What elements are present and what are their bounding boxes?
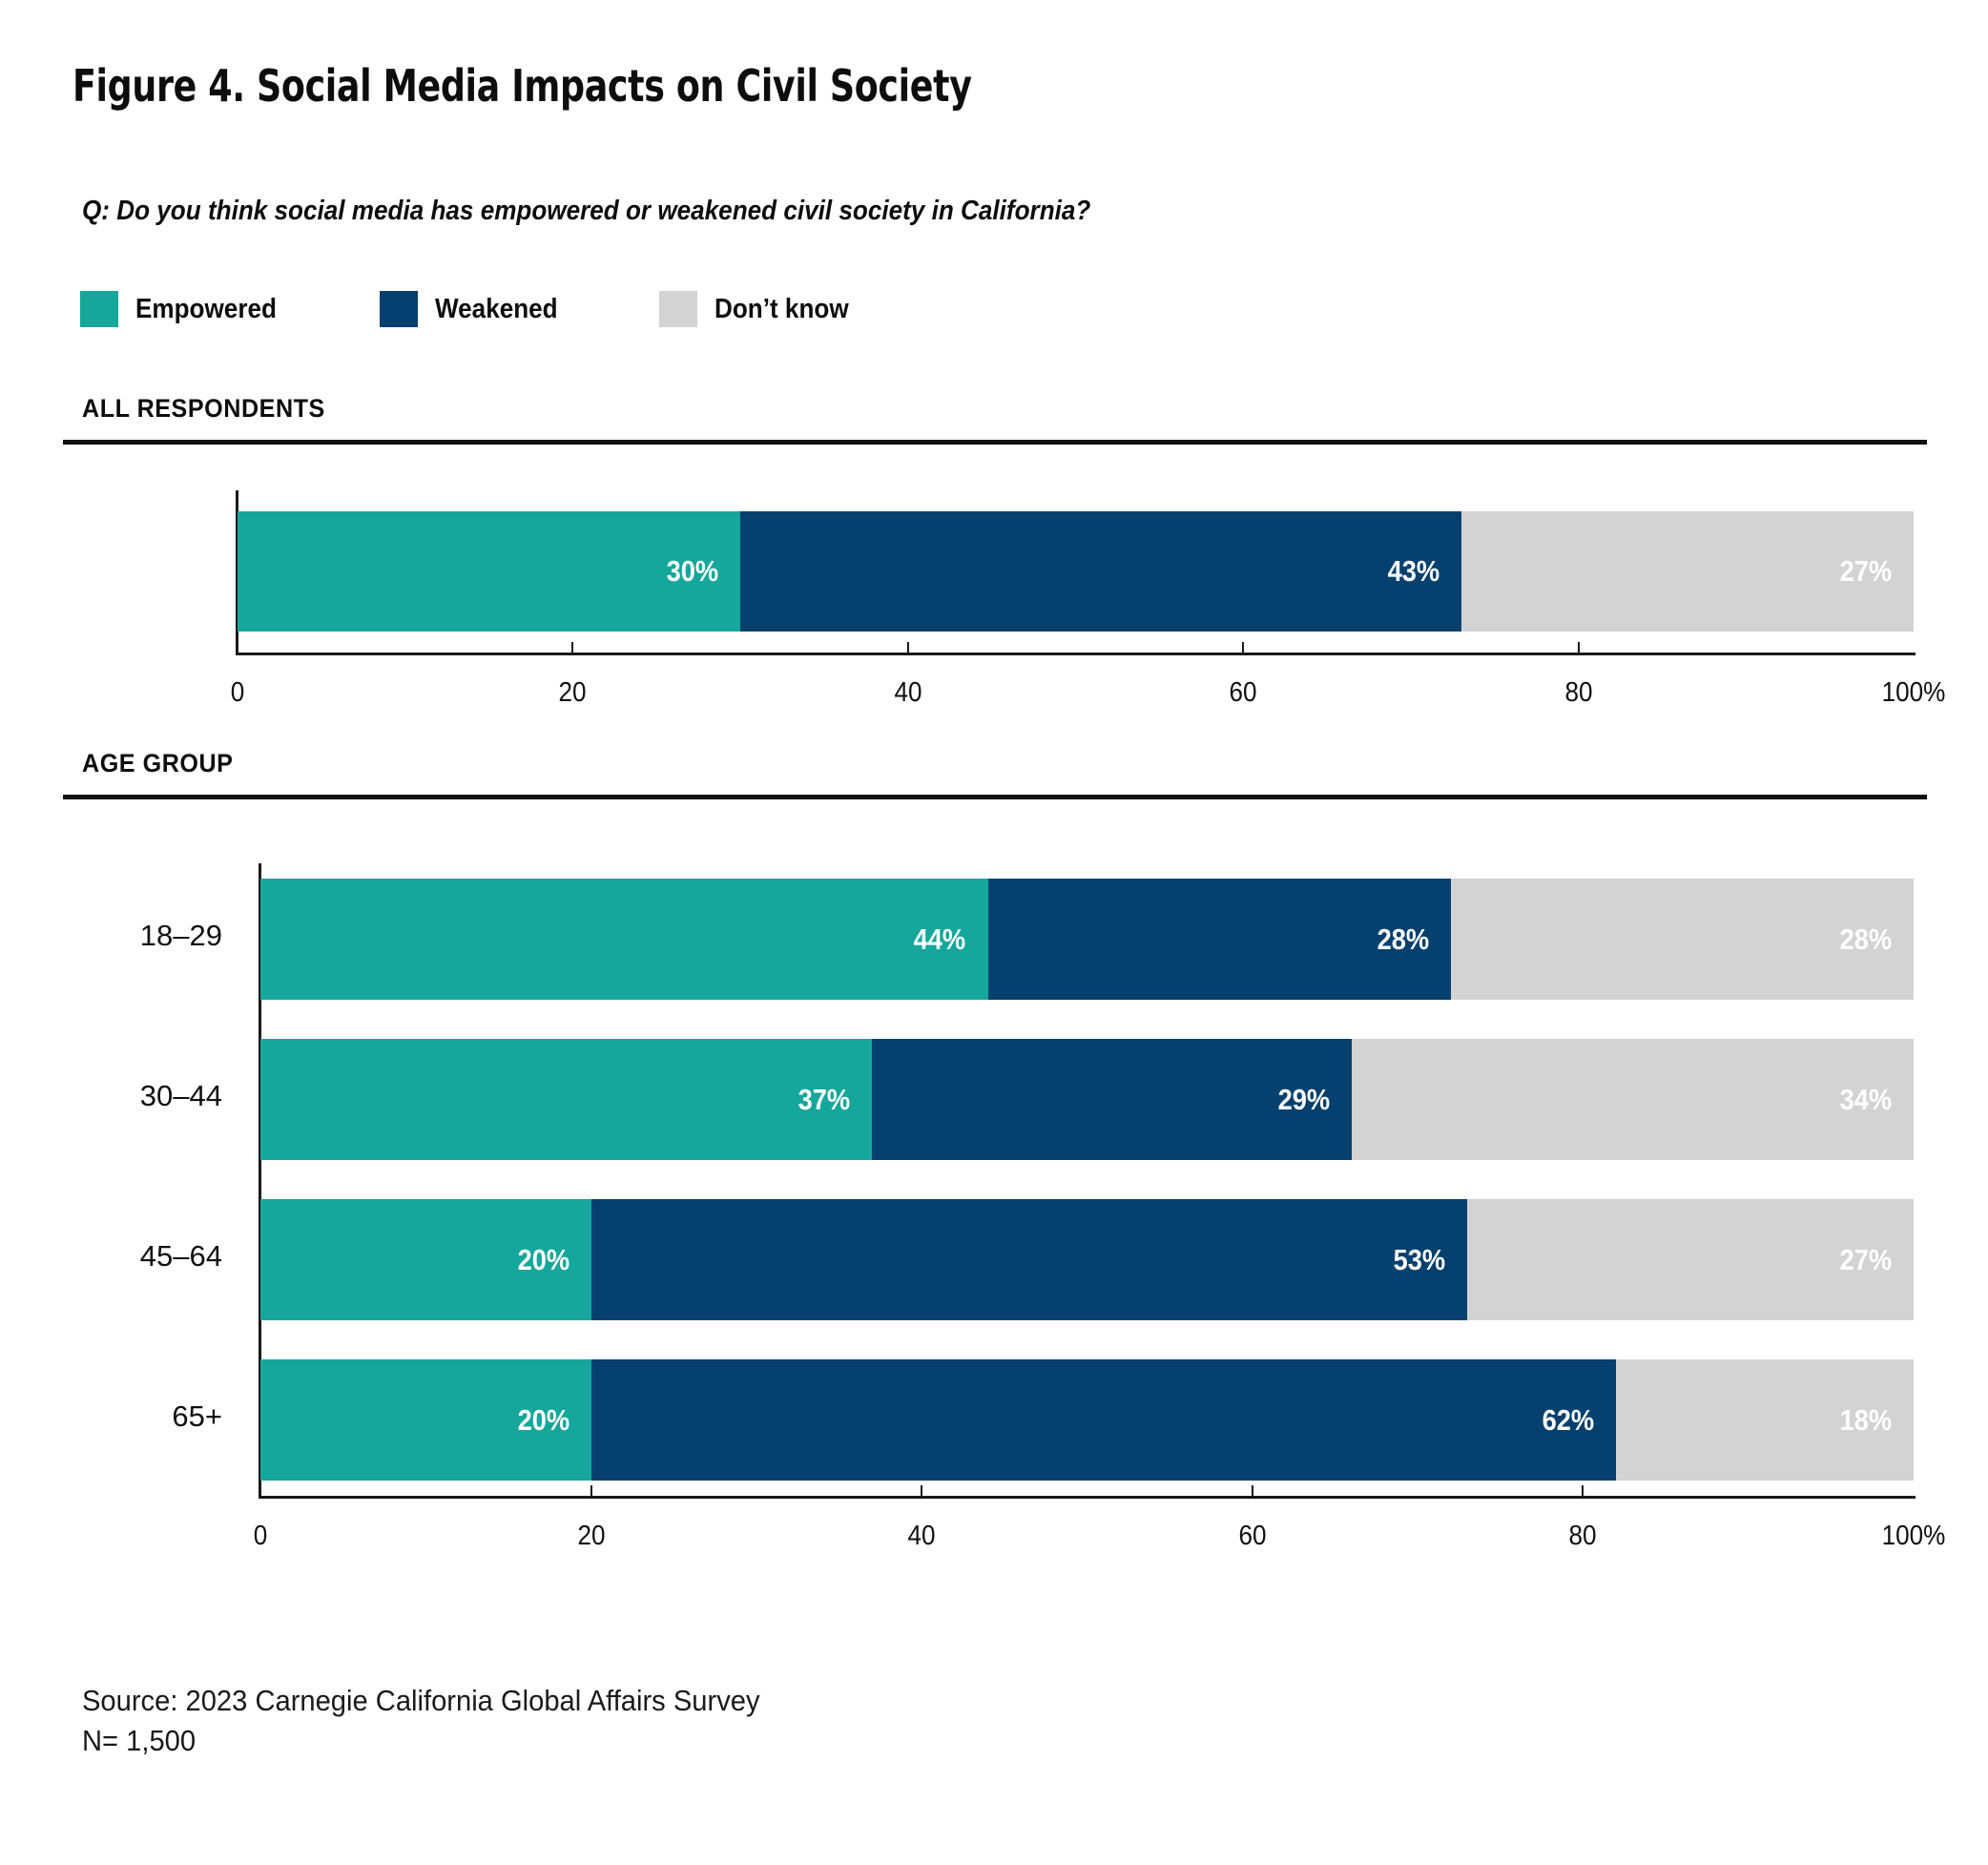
stacked-bar-row: 37% 29% 34% <box>260 1039 1914 1160</box>
survey-question: Q: Do you think social media has empower… <box>82 196 1091 226</box>
bar-value-label: 27% <box>1839 554 1893 588</box>
stacked-bar-row: 20% 53% 27% <box>260 1199 1914 1320</box>
legend-item-weakened: Weakened <box>380 291 571 327</box>
legend-label: Don’t know <box>714 293 849 324</box>
legend-label: Weakened <box>435 293 559 324</box>
bar-value-label: 44% <box>914 922 966 956</box>
chart-legend: Empowered Weakened Don’t know <box>80 291 864 327</box>
x-axis-tick <box>1251 1485 1253 1497</box>
age-group-chart: 18–29 44% 28% 28% 30–44 37% 29% 34% 45–64 20% 53% 2… <box>0 863 1988 1588</box>
bar-value-label: 27% <box>1839 1242 1893 1276</box>
bar-segment-weakened: 28% <box>987 879 1451 1000</box>
x-axis-tick <box>921 1485 923 1497</box>
x-axis-tick <box>590 1485 592 1497</box>
x-axis-tick <box>1577 642 1580 653</box>
x-axis-tick-label: 80 <box>1568 1521 1597 1551</box>
source-line-1: Source: 2023 Carnegie California Global … <box>82 1684 760 1717</box>
bar-segment-don-t-know: 34% <box>1351 1039 1914 1160</box>
x-axis-tick <box>571 642 574 653</box>
stacked-bar-row: 30% 43% 27% <box>238 511 1914 632</box>
section-heading-age-group: AGE GROUP <box>82 749 234 777</box>
section-heading-all-respondents: ALL RESPONDENTS <box>82 394 325 423</box>
bar-value-label: 28% <box>1377 922 1429 956</box>
stacked-bar-row: 20% 62% 18% <box>260 1359 1914 1481</box>
x-axis-tick-label: 60 <box>1229 677 1257 708</box>
bar-segment-weakened: 43% <box>740 511 1461 632</box>
x-axis-tick-label: 40 <box>907 1521 936 1551</box>
x-axis-tick-label: 60 <box>1238 1521 1267 1551</box>
category-label: 45–64 <box>139 1238 222 1273</box>
bar-segment-don-t-know: 27% <box>1460 511 1914 632</box>
x-axis-tick <box>906 642 909 653</box>
all-respondents-chart: 30% 43% 27% 0 20 40 60 80 100% <box>0 472 1988 708</box>
y-axis-line <box>236 490 238 653</box>
category-label: 18–29 <box>139 918 222 952</box>
x-axis-tick-label: 80 <box>1564 677 1593 708</box>
bar-value-label: 62% <box>1542 1402 1595 1437</box>
category-label: 30–44 <box>139 1078 222 1112</box>
bar-segment-weakened: 62% <box>590 1359 1617 1481</box>
bar-segment-weakened: 53% <box>590 1199 1468 1320</box>
page-title: Figure 4. Social Media Impacts on Civil … <box>72 60 972 112</box>
bar-segment-don-t-know: 27% <box>1467 1199 1914 1320</box>
bar-segment-don-t-know: 28% <box>1450 879 1914 1000</box>
bar-value-label: 18% <box>1839 1402 1893 1437</box>
legend-swatch-icon <box>659 291 698 327</box>
section-divider-age-group <box>63 795 1927 799</box>
bar-segment-empowered: 20% <box>260 1199 591 1320</box>
bar-value-label: 20% <box>517 1242 569 1276</box>
category-label: 65+ <box>172 1399 222 1433</box>
legend-swatch-icon <box>380 291 419 327</box>
bar-value-label: 28% <box>1839 922 1893 956</box>
legend-item-don-t-know: Don’t know <box>659 291 863 327</box>
legend-label: Empowered <box>135 293 277 324</box>
x-axis-tick-label: 0 <box>253 1521 268 1551</box>
bar-segment-empowered: 20% <box>260 1359 591 1481</box>
bar-value-label: 53% <box>1393 1242 1446 1276</box>
x-axis-tick-label: 0 <box>230 677 245 708</box>
x-axis-tick-label: 40 <box>894 677 922 708</box>
x-axis-tick-label: 20 <box>558 677 587 708</box>
bar-segment-empowered: 30% <box>238 511 741 632</box>
bar-segment-don-t-know: 18% <box>1616 1359 1914 1481</box>
stacked-bar-row: 44% 28% 28% <box>260 879 1914 1000</box>
x-axis-tick-label: 100% <box>1881 677 1946 708</box>
bar-value-label: 43% <box>1387 554 1439 588</box>
bar-segment-empowered: 44% <box>260 879 988 1000</box>
x-axis-line <box>259 1496 1916 1499</box>
x-axis-tick <box>1582 1485 1584 1497</box>
x-axis-line <box>236 653 1916 655</box>
section-divider-all-respondents <box>63 440 1927 445</box>
bar-value-label: 30% <box>666 554 719 588</box>
x-axis-tick <box>1242 642 1245 653</box>
sample-size-line: N= 1,500 <box>82 1723 197 1757</box>
bar-value-label: 20% <box>517 1402 569 1437</box>
legend-swatch-icon <box>80 291 118 327</box>
source-note: Source: 2023 Carnegie California Global … <box>82 1681 760 1761</box>
x-axis-tick-label: 100% <box>1881 1521 1946 1551</box>
bar-segment-empowered: 37% <box>260 1039 873 1160</box>
legend-item-empowered: Empowered <box>80 291 292 327</box>
bar-value-label: 29% <box>1277 1082 1330 1116</box>
bar-value-label: 37% <box>797 1082 851 1116</box>
x-axis-tick-label: 20 <box>577 1521 606 1551</box>
bar-value-label: 34% <box>1839 1082 1893 1116</box>
y-axis-line <box>259 863 261 1496</box>
bar-segment-weakened: 29% <box>872 1039 1352 1160</box>
